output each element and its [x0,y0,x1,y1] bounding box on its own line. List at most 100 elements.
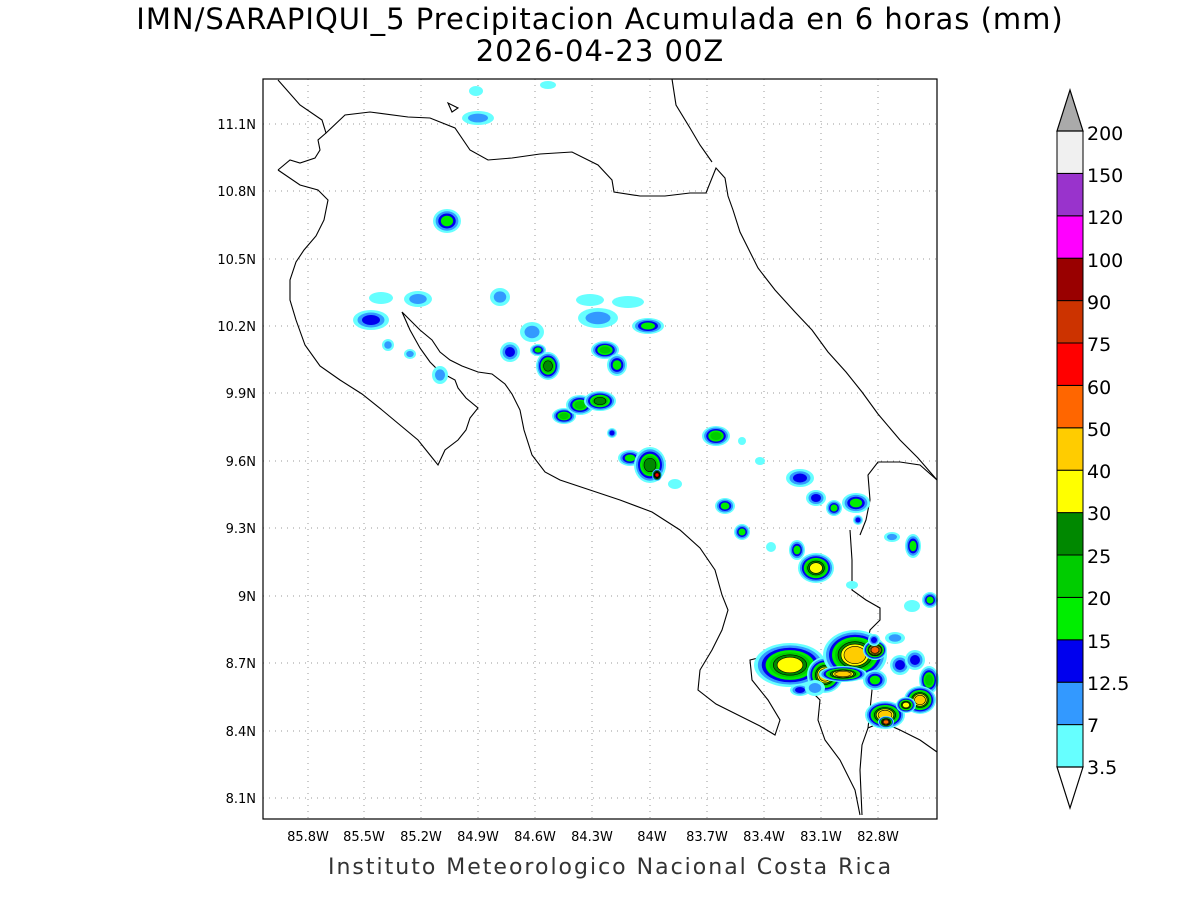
coastline-northwest [277,132,327,171]
precip-contour [855,517,861,523]
lat-label: 10.8N [217,185,256,200]
map-background [263,79,937,819]
precip-contour [612,296,644,308]
precip-contour [469,86,483,96]
lon-label: 85.5W [343,830,385,845]
precip-contour [776,656,804,674]
precip-contour [710,432,722,440]
colorbar-label: 20 [1087,588,1111,610]
colorbar-labels: 3.5 7 12.5 15 20 25 30 40 50 60 75 90 10… [1087,123,1129,779]
chart-title: IMN/SARAPIQUI_5 Precipitacion Acumulada … [136,2,1064,36]
lon-label: 82.8W [857,830,899,845]
longitude-labels: 85.8W 85.5W 85.2W 84.9W 84.6W 84.3W 84W … [287,830,899,845]
colorbar-label: 120 [1087,207,1123,229]
lon-label: 84.6W [514,830,556,845]
lat-label: 8.4N [226,725,256,740]
precip-contour [883,719,889,725]
lon-label: 85.8W [287,830,329,845]
precip-contour [599,346,611,354]
colorbar-label: 15 [1087,631,1111,653]
precip-contour [654,472,660,478]
precip-contour [406,350,414,358]
precip-contour [793,545,801,555]
precip-contour [910,655,920,665]
footer-credit: Instituto Meteorologico Nacional Costa R… [328,855,894,880]
precip-contour [738,528,746,536]
colorbar-label: 200 [1087,123,1123,145]
precip-contour [576,294,604,306]
colorbar-bottom-arrow [1056,766,1084,810]
precip-contour [641,322,655,330]
colorbar-label: 75 [1087,334,1111,356]
precip-contour [624,454,636,462]
precip-contour [505,347,515,357]
colorbar-segment [1056,172,1084,217]
precip-contour [409,294,427,304]
colorbar-label: 3.5 [1087,757,1117,779]
precip-contour [720,502,730,510]
precip-contour [612,360,622,370]
colorbar-segment [1056,215,1084,259]
precip-contour [738,437,746,445]
precip-contour [384,341,392,349]
map-frame [262,78,938,820]
lon-label: 84W [637,830,667,845]
lon-label: 84.9W [457,830,499,845]
precip-contour [904,600,920,612]
lat-label: 8.1N [226,792,256,807]
precip-contour [362,315,380,325]
precip-contour [493,291,507,303]
precip-contour [925,674,933,686]
lon-label: 83.4W [743,830,785,845]
lon-label: 85.2W [400,830,442,845]
chart-subtitle-date: 2026-04-23 00Z [475,34,725,68]
colorbar-segment [1056,554,1084,598]
precip-contour [871,637,877,643]
precip-contour [926,596,934,604]
precip-contour [809,562,823,574]
precip-contour [843,646,867,664]
colorbar-label: 25 [1087,546,1111,568]
island [446,101,460,113]
precip-contour [643,457,657,473]
precip-contour [524,325,540,339]
colorbar-segment [1056,596,1084,641]
precip-contour [830,504,838,512]
precip-contour [849,498,863,508]
lat-label: 11.1N [217,118,256,133]
coastline-north-caribbean [277,79,938,481]
colorbar-label: 100 [1087,250,1123,272]
precip-contour [369,292,393,304]
colorbar-label: 50 [1087,419,1111,441]
lon-label: 84.3W [571,830,613,845]
colorbar-label: 30 [1087,503,1111,525]
precip-contour [585,311,611,325]
precip-contour [870,646,880,654]
colorbar-segment [1056,342,1084,386]
lat-label: 10.2N [217,320,256,335]
river-border-line [671,78,713,163]
colorbar-label: 7 [1087,715,1099,737]
gridlines [263,79,937,819]
colorbar-segment [1056,724,1084,768]
colorbar-segments [1056,130,1084,768]
colorbar-top-arrow [1056,88,1084,132]
lon-label: 83.1W [800,830,842,845]
lon-label: 83.7W [686,830,728,845]
precip-contour [534,347,542,353]
colorbar-segment [1056,512,1084,556]
precip-contour [834,670,852,678]
colorbar-label: 150 [1087,165,1123,187]
precip-contour [795,687,805,693]
precip-contour [811,494,821,502]
precip-contour [574,401,586,409]
precip-contour [543,360,553,372]
colorbar-legend: 3.5 7 12.5 15 20 25 30 40 50 60 75 90 10… [1056,88,1129,810]
map-plot-area [262,78,939,820]
precip-contour [755,457,765,465]
precip-contour [909,540,917,552]
lat-label: 8.7N [226,657,256,672]
colorbar-segment [1056,639,1084,683]
latitude-labels: 11.1N 10.8N 10.5N 10.2N 9.9N 9.6N 9.3N 9… [217,118,256,807]
